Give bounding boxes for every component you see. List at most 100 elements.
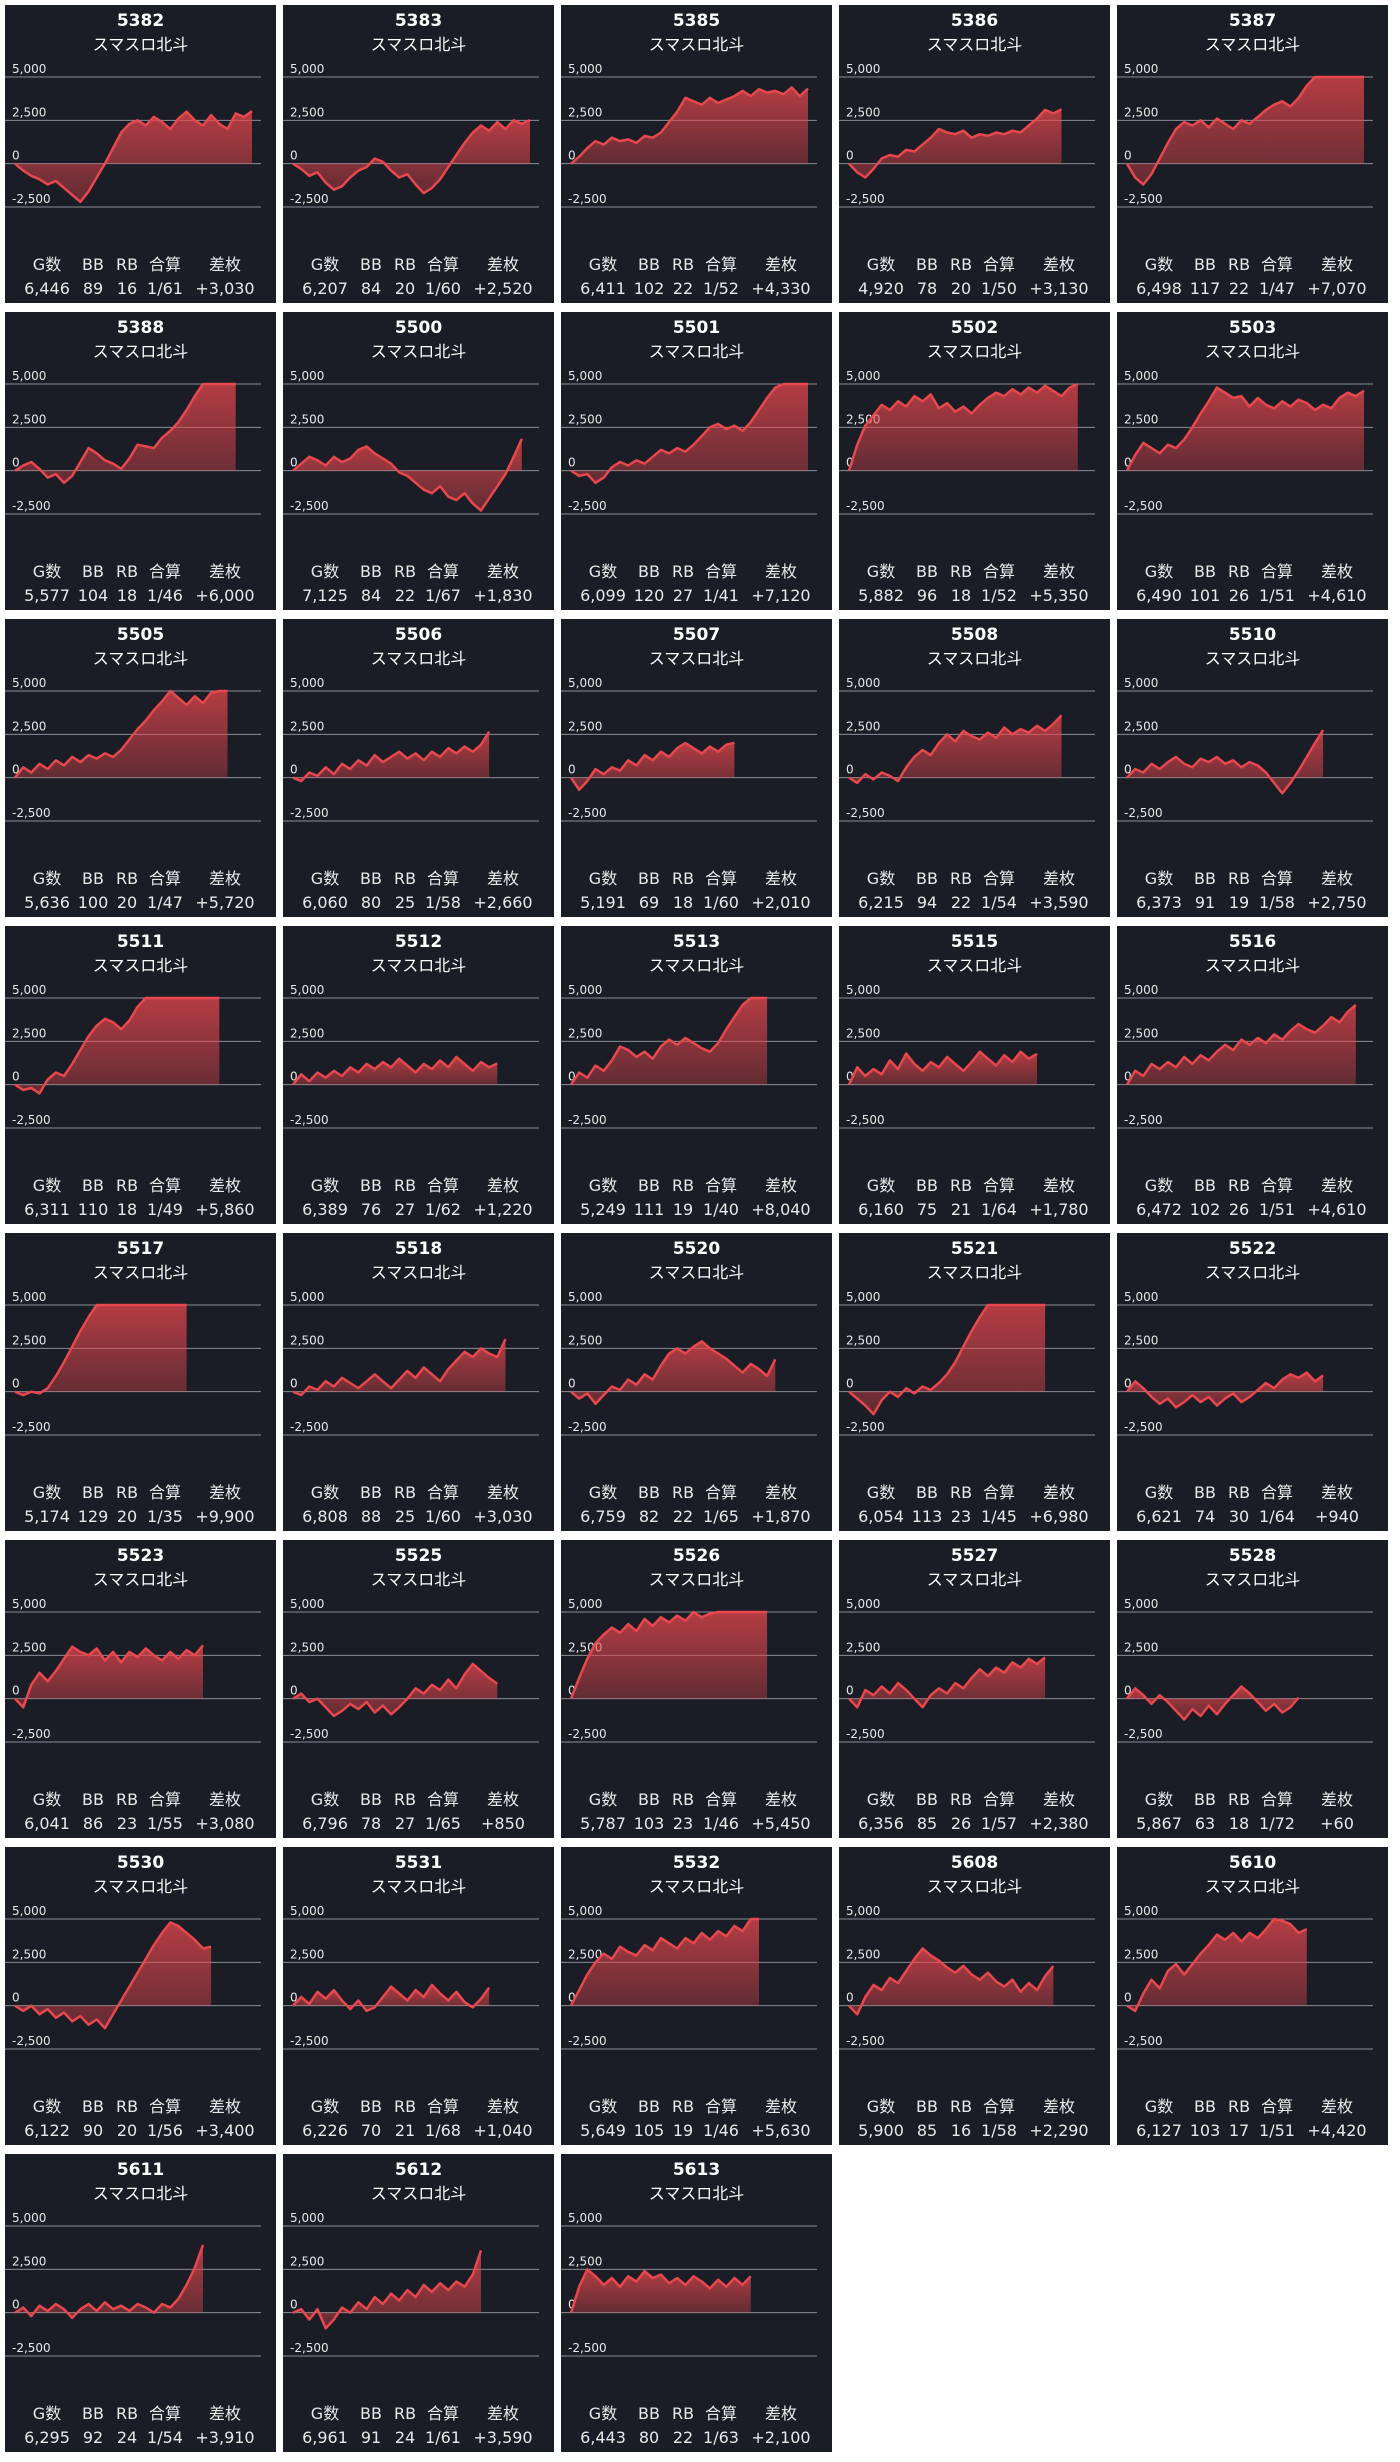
stats-header: G数 [588, 2404, 618, 2423]
payout-chart: 5,000 2,500 0 -2,500 [1117, 1597, 1373, 1743]
stats-value-total: 1/47 [147, 893, 183, 912]
machine-card: 5388 スマスロ北斗 5,000 2,500 0 -2,500 G数 BB RB 合算 差枚 5,5… [5, 312, 276, 610]
stats-value-diff: +3,400 [195, 2121, 255, 2140]
stats-value-games: 6,356 [858, 1814, 904, 1833]
stats-value-total: 1/58 [425, 893, 461, 912]
stats-value-bb: 105 [633, 2121, 665, 2140]
stats-header-row: G数 BB RB 合算 差枚 [5, 560, 276, 584]
stats-value-total: 1/45 [981, 1507, 1017, 1526]
stats-header: RB [393, 1176, 417, 1195]
y-tick-label: 0 [290, 2298, 298, 2312]
machine-card: 5610 スマスロ北斗 5,000 2,500 0 -2,500 G数 BB RB 合算 差枚 6,1… [1117, 1847, 1388, 2145]
payout-chart: 5,000 2,500 0 -2,500 [283, 1597, 539, 1743]
payout-chart: 5,000 2,500 0 -2,500 [839, 1597, 1095, 1743]
stats-value-rb: 16 [950, 2121, 972, 2140]
y-tick-label: 0 [1124, 456, 1132, 470]
payout-chart: 5,000 2,500 0 -2,500 [5, 983, 261, 1129]
payout-chart: 5,000 2,500 0 -2,500 [1117, 983, 1373, 1129]
stats-value-row: 6,215 94 22 1/54 +3,590 [839, 891, 1110, 915]
y-tick-label: 0 [290, 149, 298, 163]
stats-value-diff: +2,380 [1029, 1814, 1089, 1833]
stats-header-row: G数 BB RB 合算 差枚 [561, 1481, 832, 1505]
y-tick-label: 2,500 [12, 1947, 46, 1961]
payout-line [569, 2268, 752, 2314]
payout-area [571, 87, 808, 164]
machine-number: 5383 [394, 11, 443, 31]
y-tick-label: 5,000 [846, 1904, 880, 1918]
payout-area [293, 1056, 498, 1085]
stats-value-row: 6,796 78 27 1/65 +850 [283, 1812, 554, 1836]
machine-card: 5521 スマスロ北斗 5,000 2,500 0 -2,500 G数 BB RB 合算 差枚 6,0… [839, 1233, 1110, 1531]
stats-value-bb: 78 [360, 1814, 382, 1833]
stats-value-diff: +1,830 [473, 586, 533, 605]
stats-header: G数 [866, 1176, 896, 1195]
y-tick-label: -2,500 [568, 2034, 607, 2048]
stats-table: G数 BB RB 合算 差枚 5,649 105 19 1/46 +5,630 [561, 2095, 832, 2143]
machine-number: 5505 [116, 625, 165, 645]
stats-header: BB [916, 869, 938, 888]
stats-value-games: 6,796 [302, 1814, 348, 1833]
stats-table: G数 BB RB 合算 差枚 6,498 117 22 1/47 +7,070 [1117, 253, 1388, 301]
stats-header: RB [671, 1483, 695, 1502]
y-tick-label: 5,000 [12, 983, 46, 997]
stats-header: 合算 [982, 562, 1016, 581]
stats-value-games: 6,498 [1136, 279, 1182, 298]
stats-value-rb: 22 [672, 2428, 694, 2447]
machine-model-name: スマスロ北斗 [92, 1877, 189, 1896]
stats-header-row: G数 BB RB 合算 差枚 [5, 1481, 276, 1505]
stats-header: 差枚 [1320, 1790, 1354, 1809]
stats-header: 差枚 [486, 1483, 520, 1502]
stats-header: 差枚 [486, 2404, 520, 2423]
payout-area [1127, 1919, 1307, 2011]
machine-model-name: スマスロ北斗 [926, 1570, 1023, 1589]
machine-number: 5516 [1228, 932, 1277, 952]
y-tick-label: -2,500 [12, 499, 51, 513]
stats-value-rb: 25 [394, 893, 416, 912]
stats-value-row: 5,900 85 16 1/58 +2,290 [839, 2119, 1110, 2143]
stats-table: G数 BB RB 合算 差枚 5,787 103 23 1/46 +5,450 [561, 1788, 832, 1836]
stats-value-total: 1/65 [703, 1507, 739, 1526]
y-tick-label: -2,500 [846, 1420, 885, 1434]
stats-value-total: 1/60 [425, 279, 461, 298]
stats-value-rb: 21 [950, 1200, 972, 1219]
stats-header: 差枚 [486, 1176, 520, 1195]
stats-header-row: G数 BB RB 合算 差枚 [839, 2095, 1110, 2119]
stats-table: G数 BB RB 合算 差枚 5,577 104 18 1/46 +6,000 [5, 560, 276, 608]
stats-header: 差枚 [208, 1483, 242, 1502]
payout-chart: 5,000 2,500 0 -2,500 [839, 676, 1095, 822]
y-tick-label: -2,500 [1124, 2034, 1163, 2048]
stats-value-diff: +850 [481, 1814, 525, 1833]
payout-chart: 5,000 2,500 0 -2,500 [5, 1290, 261, 1436]
machine-card: 5523 スマスロ北斗 5,000 2,500 0 -2,500 G数 BB RB 合算 差枚 6,0… [5, 1540, 276, 1838]
payout-line [1126, 729, 1325, 795]
stats-value-diff: +3,030 [473, 1507, 533, 1526]
stats-header: RB [671, 562, 695, 581]
stats-header: RB [115, 1176, 139, 1195]
stats-header: G数 [866, 869, 896, 888]
y-tick-label: 0 [568, 2298, 576, 2312]
stats-value-diff: +5,630 [751, 2121, 811, 2140]
y-tick-label: 5,000 [568, 2211, 602, 2225]
stats-header: BB [1194, 1790, 1216, 1809]
stats-value-games: 6,099 [580, 586, 626, 605]
stats-value-games: 5,787 [580, 1814, 626, 1833]
stats-value-total: 1/65 [425, 1814, 461, 1833]
machine-number: 5523 [116, 1546, 165, 1566]
stats-value-row: 6,389 76 27 1/62 +1,220 [283, 1198, 554, 1222]
stats-value-bb: 86 [82, 1814, 104, 1833]
y-tick-label: 5,000 [290, 983, 324, 997]
stats-header: G数 [1144, 1176, 1174, 1195]
stats-header: 差枚 [1320, 2097, 1354, 2116]
machine-number: 5500 [394, 318, 443, 338]
stats-header: BB [1194, 562, 1216, 581]
y-tick-label: 0 [12, 149, 20, 163]
payout-area [1127, 1004, 1356, 1085]
machine-card: 5506 スマスロ北斗 5,000 2,500 0 -2,500 G数 BB RB 合算 差枚 6,0… [283, 619, 554, 917]
stats-value-bb: 91 [360, 2428, 382, 2447]
stats-value-total: 1/35 [147, 1507, 183, 1526]
machine-card: 5613 スマスロ北斗 5,000 2,500 0 -2,500 G数 BB RB 合算 差枚 6,4… [561, 2154, 832, 2452]
stats-header: RB [393, 255, 417, 274]
stats-table: G数 BB RB 合算 差枚 5,174 129 20 1/35 +9,900 [5, 1481, 276, 1529]
payout-line [1126, 1685, 1300, 1721]
payout-line [848, 108, 1063, 179]
